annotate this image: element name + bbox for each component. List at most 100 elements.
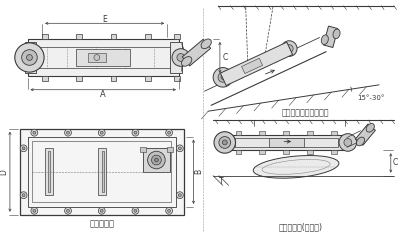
Circle shape — [22, 147, 25, 150]
Bar — [24, 42, 36, 73]
Polygon shape — [242, 58, 262, 74]
Circle shape — [218, 72, 228, 82]
Bar — [145, 34, 150, 39]
Bar — [236, 150, 241, 154]
Circle shape — [65, 129, 72, 136]
Bar — [45, 148, 53, 195]
Polygon shape — [220, 42, 292, 86]
Bar — [170, 42, 182, 73]
Bar — [76, 76, 82, 81]
Bar — [32, 141, 171, 202]
Bar — [145, 76, 150, 81]
Ellipse shape — [333, 29, 340, 39]
Text: 安装示意图（倾斜式）: 安装示意图（倾斜式） — [282, 109, 330, 118]
Circle shape — [285, 45, 293, 53]
Circle shape — [94, 54, 100, 60]
Polygon shape — [355, 124, 376, 145]
Polygon shape — [182, 39, 211, 66]
Circle shape — [177, 54, 185, 61]
Circle shape — [31, 207, 38, 214]
Circle shape — [148, 151, 165, 169]
Bar — [42, 34, 48, 39]
Circle shape — [100, 209, 103, 212]
Text: 外形尺寸图: 外形尺寸图 — [89, 219, 114, 228]
Ellipse shape — [366, 124, 374, 132]
Circle shape — [166, 129, 172, 136]
Circle shape — [66, 209, 70, 212]
Text: B: B — [194, 169, 203, 174]
Bar — [174, 76, 180, 81]
Circle shape — [172, 49, 190, 66]
Bar — [28, 137, 176, 207]
Circle shape — [168, 131, 170, 134]
Circle shape — [339, 134, 357, 151]
Circle shape — [132, 207, 139, 214]
Ellipse shape — [253, 156, 339, 178]
Circle shape — [33, 131, 36, 134]
Bar — [110, 34, 116, 39]
Circle shape — [282, 41, 297, 56]
Circle shape — [98, 207, 105, 214]
Circle shape — [222, 140, 227, 145]
Text: 安装示意图(水平式): 安装示意图(水平式) — [279, 222, 323, 231]
Bar — [102, 151, 104, 192]
Text: C: C — [393, 158, 398, 168]
Bar — [236, 131, 241, 135]
Circle shape — [98, 129, 105, 136]
Bar — [307, 131, 313, 135]
Ellipse shape — [321, 35, 328, 44]
Bar — [307, 150, 313, 154]
Bar — [229, 135, 344, 150]
Bar — [331, 150, 337, 154]
Bar — [42, 76, 48, 81]
Bar — [48, 151, 50, 192]
Circle shape — [166, 207, 172, 214]
Bar — [88, 53, 106, 62]
Ellipse shape — [356, 137, 365, 146]
Circle shape — [214, 132, 236, 153]
Circle shape — [15, 43, 44, 72]
Bar — [260, 150, 265, 154]
Circle shape — [26, 54, 32, 60]
Circle shape — [100, 131, 103, 134]
Circle shape — [66, 131, 70, 134]
Bar — [143, 148, 170, 172]
Bar — [20, 129, 184, 215]
Bar — [28, 39, 179, 76]
Circle shape — [22, 194, 25, 197]
Circle shape — [20, 145, 27, 152]
Bar — [174, 34, 180, 39]
Bar — [76, 34, 82, 39]
Circle shape — [178, 194, 181, 197]
Circle shape — [221, 75, 225, 79]
Circle shape — [178, 147, 181, 150]
Bar — [76, 49, 130, 66]
Text: A: A — [100, 90, 106, 99]
Bar — [98, 148, 106, 195]
Circle shape — [176, 192, 183, 199]
Ellipse shape — [201, 39, 211, 49]
Circle shape — [65, 207, 72, 214]
Text: E: E — [102, 15, 107, 24]
Bar — [283, 150, 289, 154]
Polygon shape — [324, 26, 338, 48]
Ellipse shape — [182, 57, 192, 66]
Circle shape — [219, 137, 231, 148]
Circle shape — [33, 209, 36, 212]
Bar — [331, 131, 337, 135]
Bar — [269, 138, 304, 147]
Circle shape — [132, 129, 139, 136]
Circle shape — [213, 68, 233, 87]
Circle shape — [20, 192, 27, 199]
Circle shape — [152, 155, 161, 165]
Bar — [234, 138, 338, 147]
Text: D: D — [0, 169, 8, 175]
Circle shape — [168, 209, 170, 212]
Circle shape — [22, 50, 37, 65]
Bar — [260, 131, 265, 135]
Bar — [140, 147, 146, 152]
Bar — [110, 76, 116, 81]
Bar — [283, 131, 289, 135]
Circle shape — [154, 158, 158, 162]
Circle shape — [344, 139, 352, 146]
